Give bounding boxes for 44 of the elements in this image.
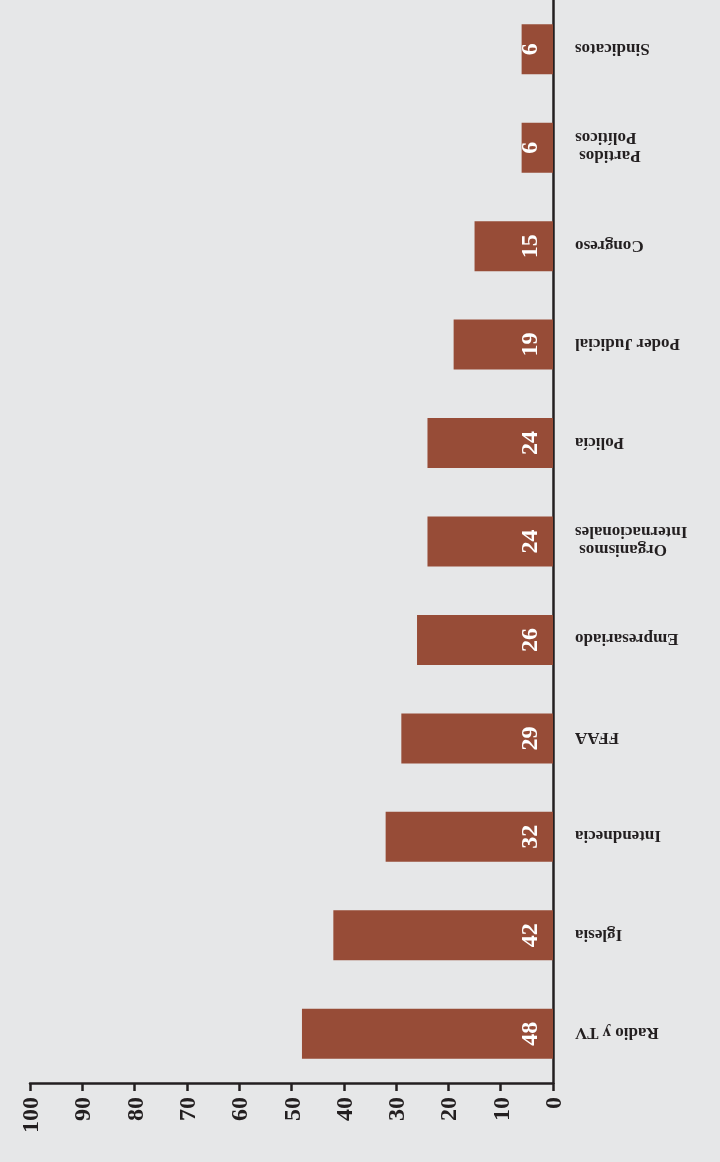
y-tick-label: FFAA [574,728,620,748]
data-label: 24 [516,529,542,554]
y-tick-label: Sindicatos [574,39,650,59]
x-tick-label: 60 [226,1097,253,1121]
data-label: 29 [516,726,542,751]
bar [333,910,553,961]
x-tick-label: 40 [330,1097,357,1121]
bar [417,614,553,665]
x-tick-label: 100 [17,1097,43,1133]
data-label: 26 [516,627,542,652]
x-tick-label: 30 [383,1097,410,1121]
y-tick-label: Iglesia [574,925,623,945]
x-tick-label: 10 [487,1097,514,1121]
x-tick-label: 50 [278,1097,305,1121]
bar [401,713,553,764]
bar [301,1008,553,1059]
bar [385,811,553,862]
x-tick-label: 90 [69,1097,96,1121]
bar [521,122,553,173]
bar [453,319,553,370]
bar [427,516,553,567]
data-label: 19 [516,332,542,357]
y-tick-label: Poder Judicial [574,335,680,355]
x-tick-label: 80 [121,1097,148,1121]
data-label: 24 [516,431,542,456]
data-label: 6 [516,43,542,56]
x-tick-label: 70 [173,1097,200,1121]
data-label: 15 [516,234,542,259]
y-tick-label: Policía [574,433,625,453]
y-tick-label: Empresariado [575,630,679,650]
y-tick-label: Radio y TV [574,1024,659,1044]
y-tick-label: Congreso [575,236,644,256]
y-tick-label: Partidos Políticos [574,129,641,167]
x-tick-label: 20 [435,1097,462,1121]
bar [474,221,553,272]
bar [427,418,553,469]
data-label: 48 [516,1021,542,1046]
y-tick-label: Organismos Internacionales [574,523,688,560]
x-tick-label: 0 [540,1097,566,1109]
data-label: 32 [516,824,542,849]
y-tick-label: Intendnecia [574,827,661,847]
data-label: 42 [516,923,542,948]
data-label: 6 [516,141,542,154]
bar [521,24,553,75]
